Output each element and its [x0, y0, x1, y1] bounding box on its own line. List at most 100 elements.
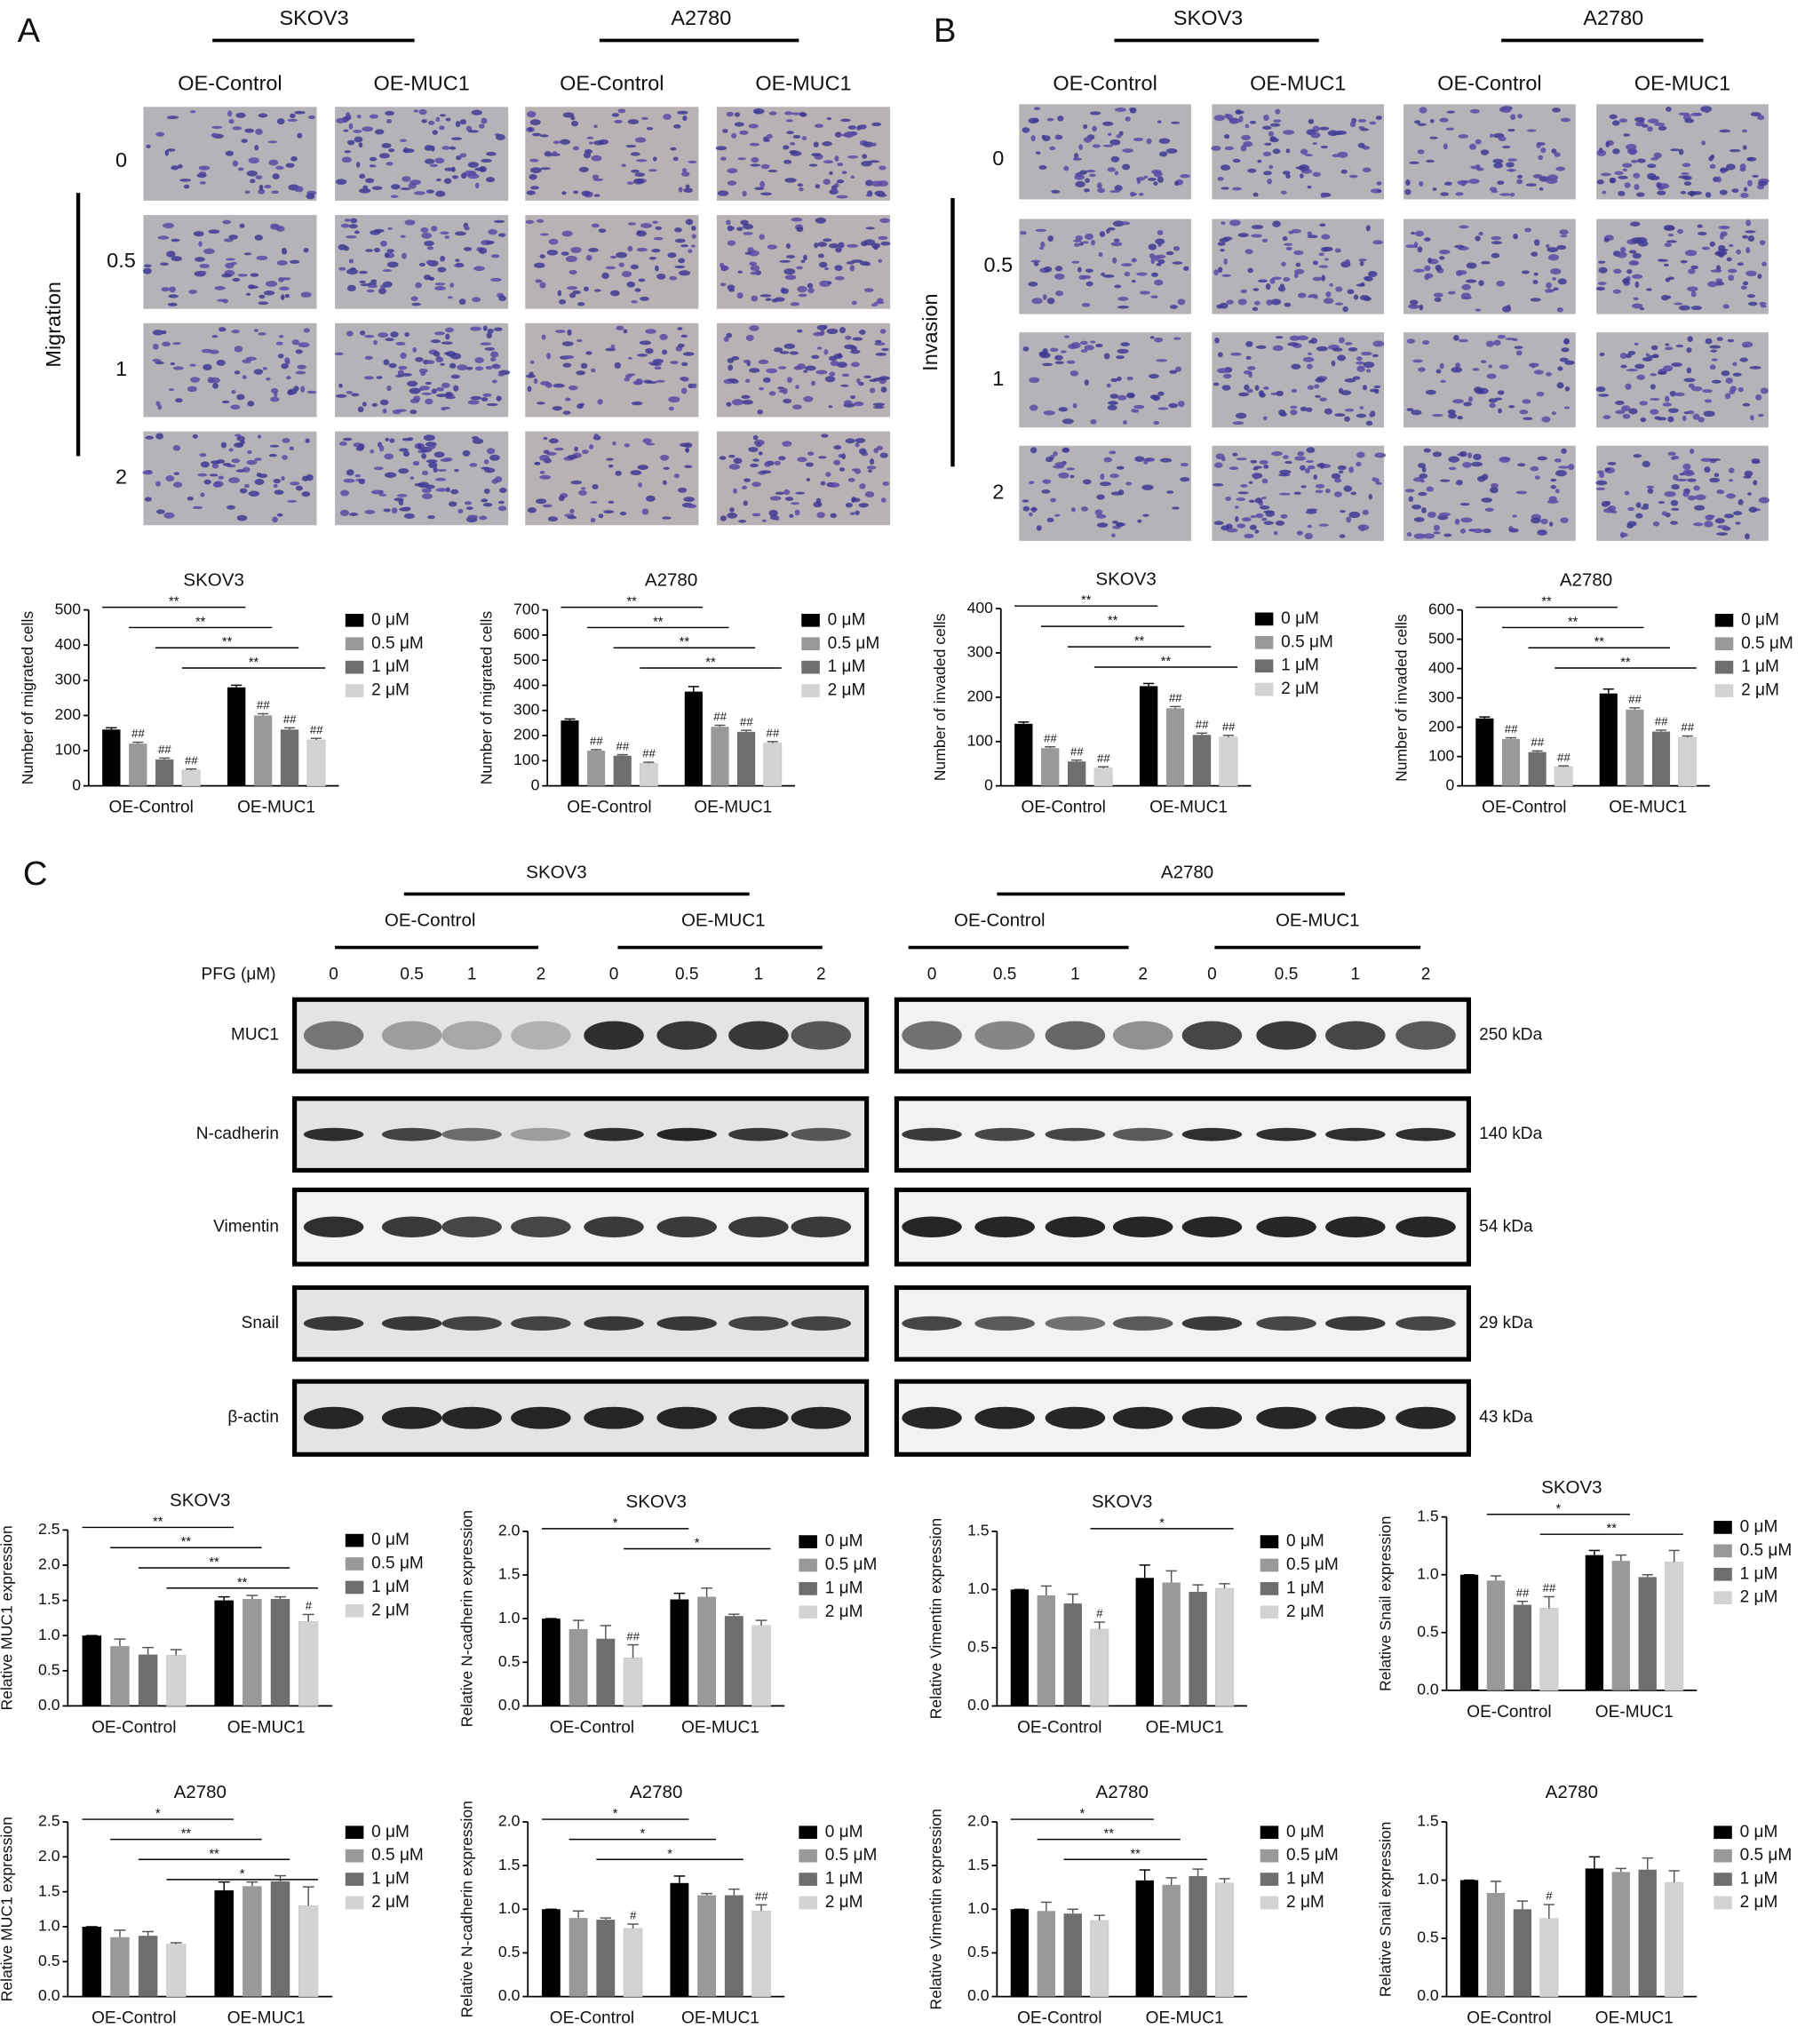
significance-label: * — [695, 1537, 700, 1551]
cell — [1356, 413, 1367, 418]
y-tick-label: 1.0 — [1417, 1870, 1439, 1888]
cell — [870, 457, 875, 465]
cell — [445, 333, 450, 340]
cell — [394, 374, 404, 378]
x-tick-label: OE-Control — [550, 2009, 634, 2028]
cell — [634, 288, 641, 292]
cell — [778, 389, 785, 394]
cell — [1713, 176, 1719, 182]
cell — [236, 435, 245, 441]
cell — [835, 247, 842, 253]
cell — [765, 298, 772, 301]
cell — [1664, 346, 1674, 351]
cell — [1078, 144, 1083, 151]
cell — [1670, 148, 1681, 152]
cell — [1516, 350, 1523, 356]
cell — [617, 108, 626, 114]
cell — [1029, 481, 1035, 485]
cell — [1180, 476, 1190, 482]
cell — [1240, 484, 1248, 488]
cell — [346, 330, 354, 337]
cell — [1271, 451, 1283, 457]
cell — [791, 112, 801, 115]
cell — [561, 230, 573, 237]
cell — [1694, 505, 1706, 511]
cell — [1128, 107, 1137, 111]
cell — [1268, 164, 1274, 170]
cell — [808, 163, 818, 167]
cell — [363, 376, 374, 380]
legend-label: 0.5 μM — [371, 1555, 424, 1573]
cell — [1558, 465, 1570, 469]
cell — [1278, 492, 1291, 496]
cell — [839, 326, 847, 334]
cell — [379, 399, 389, 406]
band — [791, 1316, 852, 1331]
cell — [1263, 416, 1268, 421]
cell — [726, 402, 732, 407]
cell — [451, 137, 463, 140]
cell — [563, 354, 575, 360]
x-tick-label: OE-Control — [1467, 1703, 1551, 1722]
cell — [482, 393, 492, 397]
cell — [1555, 166, 1566, 171]
cell — [289, 259, 300, 264]
cell — [1686, 346, 1692, 354]
cell — [878, 235, 888, 241]
cell — [235, 112, 246, 118]
legend-label: 2 μM — [1286, 1893, 1324, 1912]
cell — [425, 259, 433, 265]
significance-label: ** — [249, 656, 259, 670]
cell — [1749, 365, 1761, 370]
cell — [350, 267, 356, 271]
cell — [1083, 188, 1090, 193]
cell — [1022, 127, 1030, 133]
group-label: OE-MUC1 — [1634, 72, 1730, 95]
cell — [464, 226, 470, 231]
bar — [1638, 1577, 1657, 1690]
cell — [382, 281, 393, 288]
cell — [685, 184, 690, 188]
cell — [1275, 336, 1284, 339]
cell — [1122, 163, 1131, 171]
cell — [790, 142, 796, 146]
cell — [1515, 490, 1528, 495]
cell — [783, 343, 796, 349]
cell — [836, 179, 845, 184]
cell — [157, 235, 170, 240]
cell — [1609, 177, 1615, 184]
cell — [308, 115, 315, 120]
cell — [1220, 249, 1225, 252]
error-bar — [1222, 735, 1235, 737]
cell — [1236, 497, 1246, 501]
cell — [254, 144, 259, 151]
cell — [1707, 281, 1718, 288]
cell — [1421, 466, 1427, 473]
cell — [1682, 490, 1690, 497]
x-tick-label: OE-Control — [1017, 2009, 1101, 2028]
blot-dose-label: 0 — [927, 965, 937, 983]
x-tick-label: OE-MUC1 — [1149, 799, 1228, 817]
bar — [1063, 1603, 1082, 1706]
cell — [589, 141, 593, 145]
cell — [1283, 243, 1293, 246]
cell — [1711, 379, 1722, 384]
cell — [1232, 452, 1238, 457]
cell — [467, 162, 479, 168]
cell — [449, 501, 457, 507]
cell — [402, 450, 410, 457]
cell — [850, 394, 856, 400]
cell — [1372, 340, 1385, 347]
cell — [733, 488, 737, 494]
cell — [829, 371, 836, 377]
cell — [1532, 279, 1539, 284]
cell — [178, 163, 183, 169]
cell — [339, 441, 347, 447]
cell — [1020, 230, 1027, 235]
cell — [346, 390, 353, 394]
cell — [875, 352, 887, 356]
cell — [833, 459, 841, 465]
cell — [173, 472, 180, 475]
cell — [1547, 174, 1558, 181]
legend-swatch — [345, 614, 364, 627]
